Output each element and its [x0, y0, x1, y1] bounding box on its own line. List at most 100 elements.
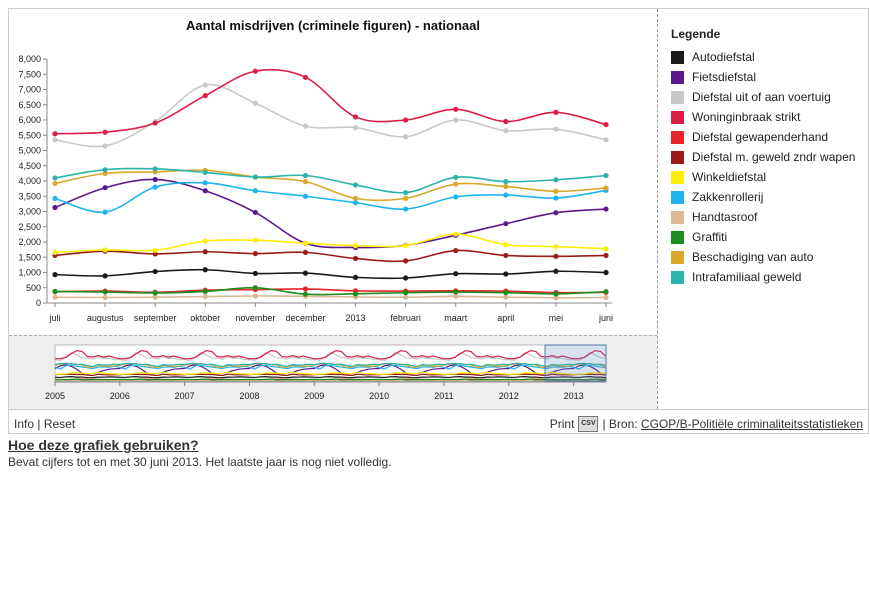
data-point[interactable] [352, 274, 359, 280]
data-point[interactable] [603, 294, 609, 301]
data-point[interactable] [453, 231, 459, 237]
data-point[interactable] [302, 172, 309, 179]
data-point[interactable] [302, 193, 309, 199]
data-point[interactable] [102, 167, 108, 173]
series-line[interactable] [54, 178, 607, 249]
data-point[interactable] [503, 221, 509, 227]
data-point[interactable] [202, 188, 208, 194]
data-point[interactable] [202, 93, 208, 99]
data-point[interactable] [603, 289, 609, 295]
data-point[interactable] [52, 249, 58, 255]
data-point[interactable] [202, 238, 208, 244]
data-point[interactable] [302, 240, 309, 246]
data-point[interactable] [553, 243, 559, 250]
data-point[interactable] [603, 172, 609, 179]
data-point[interactable] [152, 184, 158, 190]
data-point[interactable] [202, 293, 208, 300]
data-point[interactable] [52, 288, 58, 295]
data-point[interactable] [152, 290, 158, 296]
reset-button[interactable]: Reset [43, 417, 76, 431]
data-point[interactable] [352, 114, 359, 120]
data-point[interactable] [453, 247, 459, 254]
data-point[interactable] [202, 249, 208, 255]
data-point[interactable] [603, 246, 609, 252]
data-point[interactable] [553, 177, 559, 183]
info-button[interactable]: Info [14, 417, 35, 431]
data-point[interactable] [352, 255, 359, 262]
data-point[interactable] [453, 293, 459, 299]
data-point[interactable] [403, 195, 409, 201]
data-point[interactable] [603, 121, 609, 128]
data-point[interactable] [252, 174, 258, 180]
series-line[interactable] [54, 181, 607, 213]
data-point[interactable] [503, 242, 509, 248]
data-point[interactable] [603, 269, 609, 276]
series-line[interactable] [54, 286, 607, 296]
data-point[interactable] [252, 68, 258, 74]
data-point[interactable] [252, 209, 258, 216]
data-point[interactable] [352, 125, 359, 131]
data-point[interactable] [352, 195, 359, 201]
series-line[interactable] [54, 249, 607, 263]
data-point[interactable] [202, 180, 208, 186]
data-point[interactable] [503, 118, 509, 125]
data-point[interactable] [102, 185, 108, 191]
data-point[interactable] [553, 253, 559, 259]
data-point[interactable] [403, 206, 409, 212]
data-point[interactable] [252, 188, 258, 194]
data-point[interactable] [152, 166, 158, 172]
data-point[interactable] [352, 182, 359, 188]
navigator-window[interactable] [544, 344, 607, 382]
data-point[interactable] [52, 195, 58, 201]
data-point[interactable] [102, 247, 108, 253]
data-point[interactable] [453, 289, 459, 295]
data-point[interactable] [52, 272, 58, 278]
csv-icon[interactable]: CSV [578, 416, 599, 432]
data-point[interactable] [503, 294, 509, 300]
data-point[interactable] [553, 295, 559, 301]
data-point[interactable] [352, 291, 359, 297]
series-line[interactable] [54, 295, 607, 299]
data-point[interactable] [252, 250, 258, 257]
navigator[interactable]: 2005 2006 2007 2008 2009 2010 2011 2012 2013 [45, 344, 607, 401]
legend-item[interactable]: Winkeldiefstal [669, 167, 869, 187]
legend-item[interactable]: Graffiti [669, 227, 869, 247]
data-point[interactable] [202, 169, 208, 176]
data-point[interactable] [302, 291, 309, 297]
data-point[interactable] [453, 271, 459, 277]
data-point[interactable] [603, 185, 609, 191]
data-point[interactable] [503, 271, 509, 277]
data-point[interactable] [352, 200, 359, 206]
source-link[interactable]: CGOP/B-Politiële criminaliteitsstatistie… [640, 417, 863, 431]
data-point[interactable] [553, 195, 559, 201]
series-line[interactable] [54, 169, 607, 202]
data-point[interactable] [403, 243, 409, 249]
data-point[interactable] [52, 180, 58, 187]
data-point[interactable] [302, 123, 309, 129]
data-point[interactable] [453, 194, 459, 200]
data-point[interactable] [403, 294, 409, 300]
legend-item[interactable]: Handtasroof [669, 207, 869, 227]
data-point[interactable] [302, 286, 309, 292]
data-point[interactable] [302, 74, 309, 80]
data-point[interactable] [403, 258, 409, 264]
data-point[interactable] [52, 294, 58, 300]
legend-item[interactable]: Intrafamiliaal geweld [669, 267, 869, 287]
data-point[interactable] [453, 117, 459, 123]
legend-item[interactable]: Autodiefstal [669, 47, 869, 67]
data-point[interactable] [352, 243, 359, 249]
data-point[interactable] [102, 294, 108, 301]
series-line[interactable] [54, 167, 607, 194]
data-point[interactable] [553, 188, 559, 194]
data-point[interactable] [403, 117, 409, 123]
data-point[interactable] [252, 293, 258, 299]
data-point[interactable] [202, 82, 208, 88]
data-point[interactable] [152, 251, 158, 257]
data-point[interactable] [52, 175, 58, 181]
data-point[interactable] [403, 189, 409, 196]
data-point[interactable] [503, 183, 509, 190]
series-line[interactable] [54, 83, 607, 148]
data-point[interactable] [102, 273, 108, 279]
data-point[interactable] [553, 268, 559, 274]
data-point[interactable] [302, 179, 309, 185]
